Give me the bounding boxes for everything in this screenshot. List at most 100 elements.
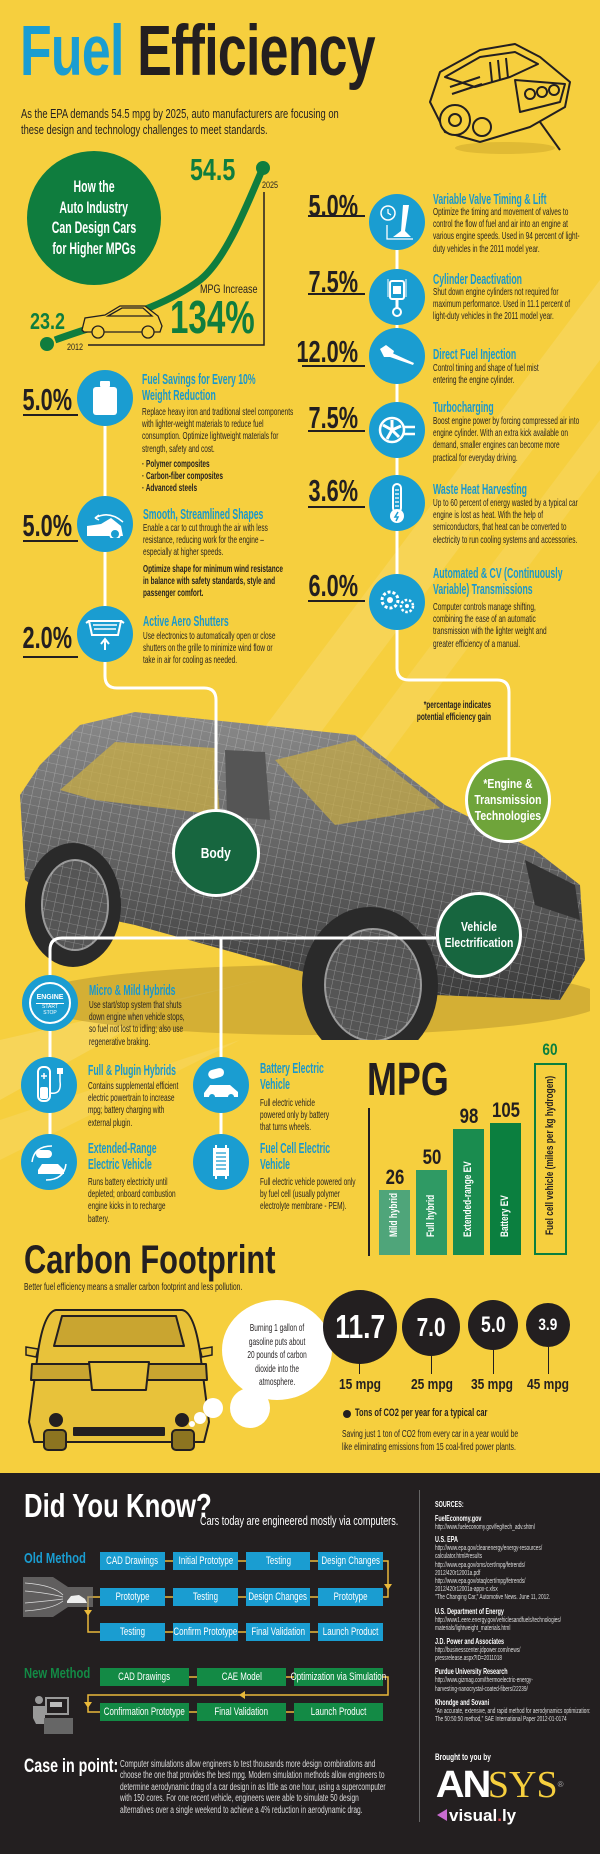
category-engine-transmission[interactable]: *Engine & Transmission Technologies [465,757,551,843]
new-step: CAE Model [197,1668,286,1686]
category-label: Vehicle Electrification [444,919,514,950]
chart-title: MPG [367,1053,449,1105]
source-link[interactable]: http://www.gizmag.com/thermoelectric-ene… [435,1677,533,1685]
end-value: 54.5 [190,152,236,187]
page-subtitle: As the EPA demands 54.5 mpg by 2025, aut… [21,106,339,137]
step-label: CAD Drawings [106,1555,159,1567]
source-link[interactable]: materials/lightweight_materials.html [435,1624,511,1632]
source-link[interactable]: 2012/420r12001a-appx-c.xlsx [435,1586,498,1594]
co2-value: 5.0 [480,1312,506,1337]
right-tech-icon [369,475,425,531]
left-tech-title: Smooth, Streamlined Shapes [143,507,264,523]
category-vehicle-electrification[interactable]: Vehicle Electrification [436,892,522,978]
right-tech-desc: Computer controls manage shifting, combi… [433,601,547,650]
mpg-bar: Fuel cell vehicle (miles per kg hydrogen… [534,1063,567,1255]
left-tech-percent: 5.0% [22,382,73,417]
old-step: Design Changes [318,1552,383,1570]
source-link[interactable]: harvesting-nanocrystal-coated-fibers/222… [435,1685,528,1693]
step-label: Testing [119,1626,146,1638]
brought-by: Brought to you by [435,1752,491,1762]
co2-stem [431,1356,432,1374]
start-value: 23.2 [30,308,65,334]
case-label: Case in point: [24,1756,119,1777]
bar-value-label: 50 [422,1145,442,1169]
step-label: Launch Product [322,1626,379,1638]
source-name: FuelEconomy.gov [435,1514,482,1523]
divider [302,365,365,367]
step-label: CAE Model [221,1671,262,1683]
bar-category-label: Fuel cell vehicle (miles per kg hydrogen… [543,1075,556,1235]
electrification-desc: Full electric vehicle powered only by fu… [260,1176,356,1213]
electrification-desc: Use start/stop system that shuts down en… [89,999,185,1048]
right-tech-percent: 5.0% [308,188,358,223]
left-tech-icon [77,606,133,662]
step-label: Final Validation [251,1626,305,1638]
co2-circle: 3.9 [526,1303,570,1347]
electrification-title: Extended-Range Electric Vehicle [88,1141,157,1173]
source-link[interactable]: calculator.html#results [435,1553,483,1561]
old-step: CAD Drawings [100,1552,165,1570]
source-link[interactable]: pressrelease.aspx?ID=2011018 [435,1655,503,1663]
right-tech-icon [369,574,425,630]
bullet: · Carbon-fiber composites [142,470,224,483]
source-link[interactable]: http://www.epa.gov/cleanenergy/energy-re… [435,1545,543,1553]
right-tech-desc: Boost engine power by forcing compressed… [433,415,580,464]
electrification-icon [21,1057,77,1113]
end-year: 2025 [262,180,279,190]
new-step: Launch Product [294,1703,383,1721]
intro-line: Auto Industry [59,198,129,217]
electrification-title: Full & Plugin Hybrids [88,1063,176,1079]
source-link[interactable]: http://businesscenter.jdpower.com/news/ [435,1647,521,1655]
right-tech-percent: 3.6% [308,473,358,508]
co2-value: 3.9 [538,1315,558,1334]
intro-circle: How the Auto Industry Can Design Cars for H… [27,151,161,285]
wind-tunnel-car-icon [23,1577,93,1617]
new-step: Final Validation [197,1703,286,1721]
fuel-cell-icon [213,1145,229,1179]
divider [308,215,365,217]
start-year: 2012 [67,342,84,352]
carbon-title: Carbon Footprint [24,1238,276,1282]
old-step: Testing [173,1588,238,1606]
left-tech-desc: Use electronics to automatically open or… [143,630,276,667]
right-tech-icon [369,194,425,250]
left-tech-desc: Enable a car to cut through the air with… [143,522,268,559]
step-label: Optimization via Simulation [290,1671,387,1683]
electrification-icon: ENGINE START STOP [22,975,78,1031]
source-text: "An accurate, extensive, and rapid metho… [435,1707,591,1715]
bullet: · Polymer composites [142,458,210,470]
left-tech-percent: 2.0% [22,620,73,655]
electrification-desc: Contains supplemental efficient electric… [88,1080,179,1129]
title-efficiency: Efficiency [137,12,375,91]
source-name: J.D. Power and Associates [435,1637,505,1647]
mpg-label: 45 mpg [526,1376,570,1393]
source-link[interactable]: http://www.fueleconomy.gov/feg/tech_adv.… [435,1524,535,1531]
bar-category-label: Extended-range EV [461,1161,474,1237]
step-label: Design Changes [248,1591,308,1603]
right-tech-desc: Up to 60 percent of energy wasted by a t… [433,497,578,546]
exhaust-cloud [189,1300,332,1428]
mpg-bar: Battery EV [490,1122,521,1255]
bar-category-label: Mild hybrid [387,1192,400,1237]
battery-plug-icon [37,1066,63,1102]
electrification-desc: Full electric vehicle powered only by ba… [260,1097,330,1134]
step-label: Testing [265,1555,291,1567]
old-step: Initial Prototype [173,1552,238,1570]
new-method-label: New Method [24,1665,91,1682]
step-label: Prototype [115,1591,150,1603]
cloud-text: Burning 1 gallon of gasoline puts about … [247,1322,307,1388]
source-link[interactable]: http://www.epa.gov/oms/cert/mpg/fetrends… [435,1561,526,1569]
source-link[interactable]: 2012/420r12001a.pdf [435,1569,481,1577]
step-label: Confirm Prototype [173,1626,238,1638]
old-step: Prototype [318,1588,383,1606]
carbon-subtitle: Better fuel efficiency means a smaller c… [24,1282,243,1293]
category-body[interactable]: Body [172,809,260,897]
electrification-title: Battery Electric Vehicle [260,1061,324,1093]
co2-value: 11.7 [335,1308,385,1345]
source-link[interactable]: http://www.epa.gov/otaq/cert/mpg/fetrend… [435,1578,526,1586]
sources: SOURCES: FuelEconomy.gov http://www.fuel… [435,1500,591,1724]
source-link[interactable]: http://www1.eere.energy.gov/vehiclesandf… [435,1616,562,1624]
divider [23,656,78,658]
new-step: Confirmation Prototype [100,1703,189,1721]
step-label: Testing [192,1591,219,1603]
